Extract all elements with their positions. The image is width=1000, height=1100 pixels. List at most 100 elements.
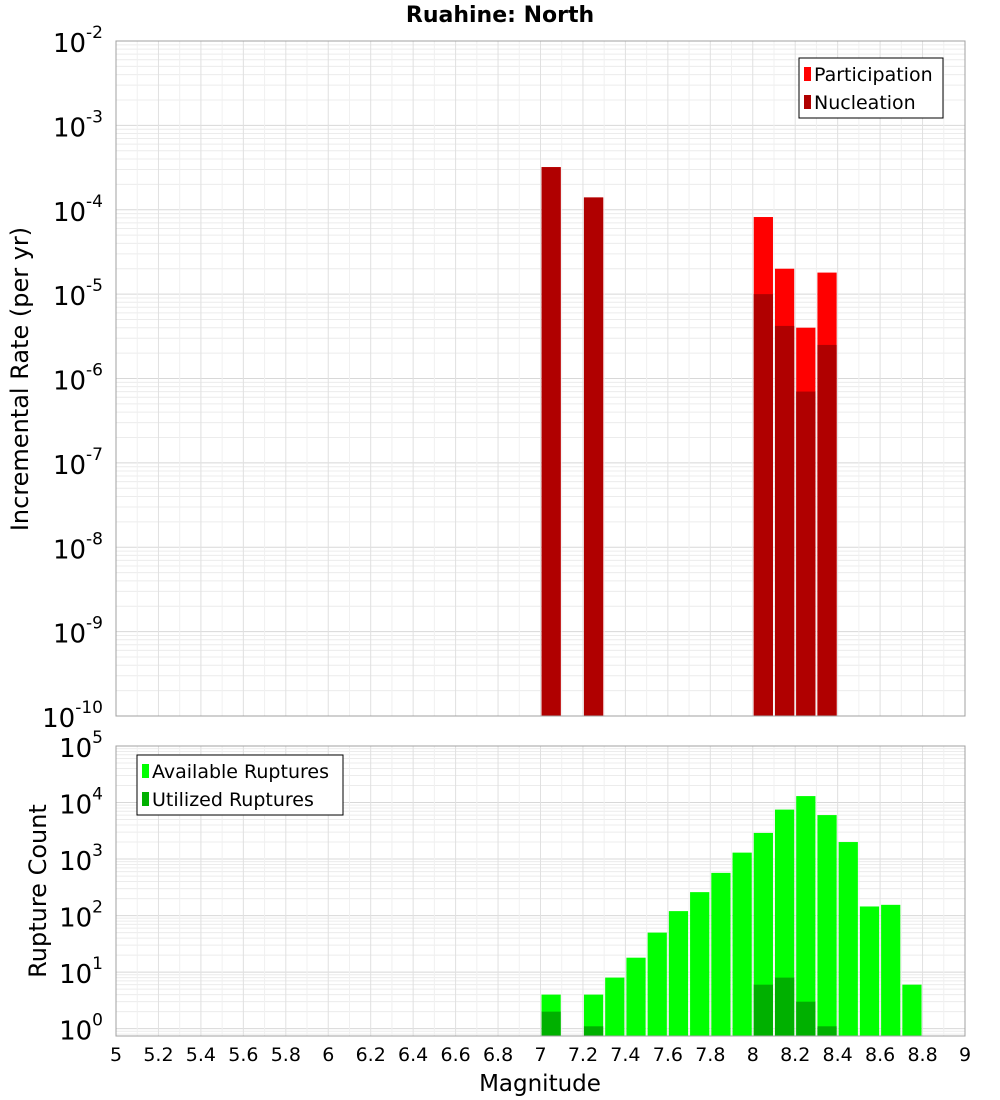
legend-swatch (142, 792, 149, 806)
y-tick-label: 10-8 (53, 529, 103, 565)
bar-utilized-ruptures-7.25 (583, 1026, 604, 1036)
legend-swatch (804, 95, 811, 109)
y-tick-label: 10-9 (53, 614, 103, 650)
bar-available-ruptures-8.55 (859, 906, 880, 1036)
y-tick-base: 10 (53, 367, 86, 397)
legend-label: Available Ruptures (152, 761, 329, 783)
bar-nucleation-8.15 (774, 325, 795, 716)
bar-available-ruptures-7.85 (711, 872, 731, 1036)
y-tick-exponent: -9 (86, 614, 103, 634)
chart-title: Ruahine: North (406, 3, 594, 28)
bar-available-ruptures-7.55 (647, 932, 667, 1036)
y-tick-exponent: 2 (92, 898, 103, 918)
y-tick-base: 10 (53, 451, 86, 481)
legend-label: Participation (814, 64, 933, 86)
bar-available-ruptures-7.35 (605, 977, 625, 1036)
y-tick-base: 10 (42, 704, 75, 734)
bar-available-ruptures-8.65 (881, 904, 901, 1036)
y-tick-label: 10-6 (53, 361, 103, 397)
bar-utilized-ruptures-8.25 (796, 1001, 816, 1036)
x-tick-label: 6.8 (483, 1044, 513, 1066)
y-tick-label: 10-3 (53, 107, 103, 143)
bar-nucleation-8.35 (817, 344, 837, 716)
y-tick-base: 10 (53, 535, 86, 565)
x-tick-label: 9 (959, 1044, 971, 1066)
bar-nucleation-8.25 (796, 391, 816, 716)
x-tick-label: 5.6 (228, 1044, 258, 1066)
y-tick-base: 10 (53, 282, 86, 312)
bar-available-ruptures-7.75 (690, 892, 710, 1036)
bar-nucleation-7.25 (583, 197, 604, 717)
y-tick-label: 10-5 (53, 276, 103, 312)
y-tick-base: 10 (59, 791, 92, 821)
legend-box (798, 57, 944, 119)
bar-nucleation-7.05 (541, 167, 561, 716)
series-utilized-ruptures (541, 977, 837, 1036)
x-tick-label: 7.6 (653, 1044, 683, 1066)
bar-available-ruptures-8.45 (838, 842, 858, 1036)
bar-utilized-ruptures-8.15 (774, 977, 795, 1036)
plot-frame (115, 745, 966, 1037)
x-tick-label: 6.2 (356, 1044, 386, 1066)
y-tick-base: 10 (53, 113, 86, 143)
x-tick-label: 7.8 (695, 1044, 725, 1066)
y-tick-label: 10-7 (53, 445, 103, 481)
y-tick-base: 10 (53, 620, 86, 650)
y-tick-exponent: -7 (86, 445, 103, 465)
x-tick-label: 6.6 (440, 1044, 470, 1066)
x-tick-label: 6.4 (398, 1044, 428, 1066)
bar-utilized-ruptures-8.05 (753, 984, 773, 1036)
x-tick-label: 7 (534, 1044, 546, 1066)
y-tick-exponent: 5 (92, 728, 103, 748)
y-tick-exponent: 4 (92, 785, 103, 805)
y-tick-label: 10-10 (42, 698, 103, 734)
legend-rate: Participation Nucleation (798, 57, 944, 119)
y-tick-base: 10 (59, 847, 92, 877)
y-tick-exponent: -4 (86, 192, 103, 212)
x-tick-label: 8 (747, 1044, 759, 1066)
y-tick-exponent: -8 (86, 529, 103, 549)
bar-utilized-ruptures-8.35 (817, 1026, 837, 1036)
grid (115, 41, 966, 717)
x-tick-labels: 5 5.2 5.4 5.6 5.8 6 6.2 6.4 6.6 6.8 7 7.2 7.4 7.6 7.8 8… (110, 1044, 971, 1066)
y-axis-label-count: Rupture Count (24, 804, 52, 978)
x-tick-label: 5.4 (186, 1044, 216, 1066)
x-axis-label: Magnitude (479, 1071, 601, 1097)
y-tick-label: 103 (59, 841, 103, 877)
y-tick-base: 10 (59, 734, 92, 764)
y-tick-label: 105 (59, 728, 103, 764)
bar-available-ruptures-7.45 (626, 957, 646, 1036)
y-tick-label: 100 (59, 1011, 103, 1047)
y-tick-label: 102 (59, 898, 103, 934)
legend-count: Available Ruptures Utilized Ruptures (136, 754, 344, 816)
bar-utilized-ruptures-7.05 (541, 1011, 561, 1036)
bar-available-ruptures-8.75 (902, 984, 922, 1036)
x-tick-label: 7.4 (610, 1044, 640, 1066)
bar-available-ruptures-7.65 (668, 911, 689, 1036)
series-nucleation (541, 167, 837, 717)
x-tick-label: 8.2 (780, 1044, 810, 1066)
x-tick-label: 8.6 (865, 1044, 895, 1066)
y-tick-exponent: -5 (86, 276, 103, 296)
y-tick-base: 10 (53, 29, 86, 59)
x-tick-label: 7.2 (568, 1044, 598, 1066)
bar-available-ruptures-7.95 (732, 852, 752, 1036)
y-tick-base: 10 (59, 1017, 92, 1047)
y-tick-exponent: -6 (86, 361, 103, 381)
bar-available-ruptures-7.25 (583, 994, 604, 1036)
y-tick-base: 10 (53, 198, 86, 228)
plot-frame (115, 40, 966, 717)
legend-label: Nucleation (814, 92, 916, 114)
y-tick-label: 10-4 (53, 192, 103, 228)
x-tick-label: 5 (110, 1044, 122, 1066)
y-tick-base: 10 (59, 960, 92, 990)
legend-label: Utilized Ruptures (152, 789, 314, 811)
bar-available-ruptures-8.25 (796, 796, 816, 1036)
y-tick-exponent: -3 (86, 107, 103, 127)
x-tick-label: 8.4 (823, 1044, 853, 1066)
y-tick-exponent: -2 (86, 23, 103, 43)
